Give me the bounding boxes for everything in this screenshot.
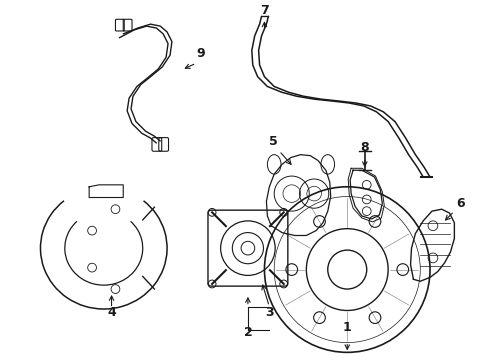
Text: 9: 9 (197, 47, 205, 60)
Text: 2: 2 (243, 326, 252, 339)
Text: 4: 4 (107, 306, 116, 319)
Text: 7: 7 (260, 4, 268, 17)
Text: 1: 1 (342, 321, 351, 334)
Text: 5: 5 (268, 135, 277, 148)
Text: 8: 8 (360, 141, 368, 154)
Text: 3: 3 (264, 306, 273, 319)
Text: 6: 6 (455, 197, 464, 210)
